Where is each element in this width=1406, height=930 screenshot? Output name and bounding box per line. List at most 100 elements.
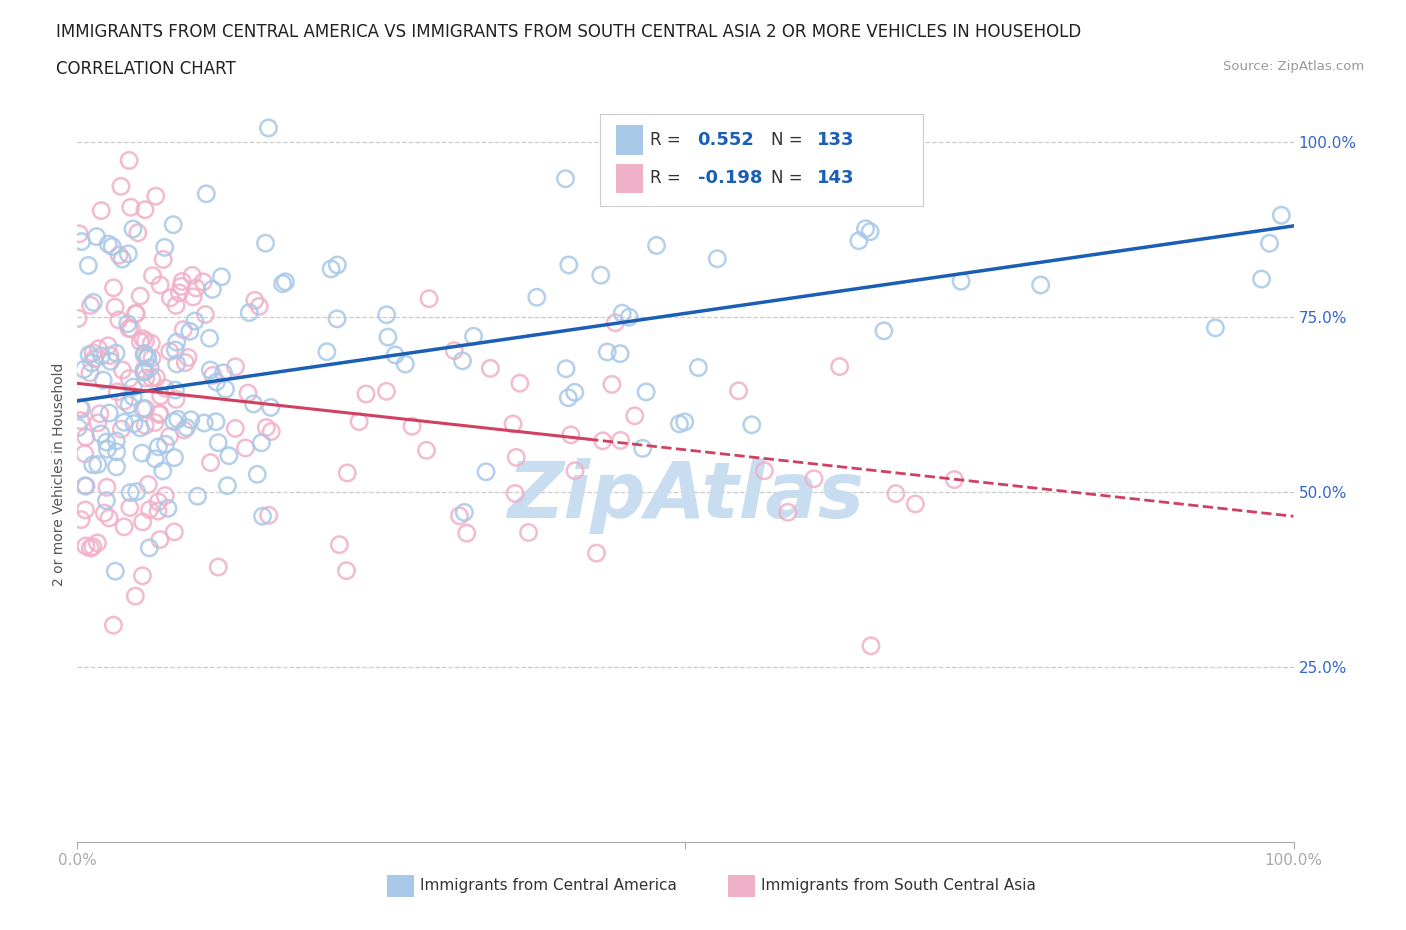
Point [118, 500, 141, 515]
Point [125, 306, 148, 321]
Point [96, 442, 118, 457]
Point [100, 353, 122, 368]
Point [148, 440, 170, 455]
Point [110, 179, 132, 193]
Point [75, 502, 97, 517]
FancyBboxPatch shape [616, 126, 643, 154]
Point [98, 405, 121, 420]
Point [354, 387, 377, 402]
Point [224, 421, 246, 436]
Point [859, 638, 882, 653]
Point [163, 525, 186, 539]
Point [129, 334, 152, 349]
Point [884, 486, 907, 501]
Point [336, 465, 359, 480]
Point [148, 405, 170, 420]
Point [112, 519, 135, 534]
Point [105, 445, 128, 459]
Point [207, 435, 229, 450]
Point [122, 221, 145, 236]
Point [623, 408, 645, 423]
Point [148, 495, 170, 510]
Point [609, 433, 631, 448]
Point [103, 280, 125, 295]
Point [122, 390, 145, 405]
Point [146, 504, 169, 519]
Point [118, 153, 141, 168]
Point [754, 463, 776, 478]
Point [79, 365, 101, 380]
Point [124, 306, 146, 321]
Point [201, 282, 224, 297]
Point [706, 251, 728, 266]
Point [195, 186, 218, 201]
Point [328, 538, 350, 552]
Text: -0.198: -0.198 [697, 169, 762, 187]
Point [79, 298, 101, 312]
Point [118, 321, 141, 336]
Point [274, 274, 297, 289]
Point [75, 538, 97, 553]
Point [224, 359, 246, 374]
Point [585, 546, 607, 561]
Point [401, 418, 423, 433]
Point [557, 391, 579, 405]
Point [254, 236, 277, 251]
Point [165, 342, 187, 357]
Point [673, 415, 696, 430]
Text: Immigrants from Central America: Immigrants from Central America [420, 878, 678, 893]
Point [134, 346, 156, 361]
Point [132, 401, 155, 416]
Point [326, 312, 349, 326]
Point [668, 417, 690, 432]
Point [315, 344, 337, 359]
Point [415, 443, 437, 458]
Point [252, 509, 274, 524]
Text: R =: R = [650, 169, 686, 187]
Point [187, 489, 209, 504]
Point [86, 536, 108, 551]
Point [198, 331, 221, 346]
Point [134, 202, 156, 217]
Point [132, 365, 155, 379]
Text: CORRELATION CHART: CORRELATION CHART [56, 60, 236, 78]
Point [145, 189, 167, 204]
Point [1258, 236, 1281, 251]
Point [503, 486, 526, 501]
Point [526, 290, 548, 305]
Point [122, 417, 145, 432]
Point [166, 356, 188, 371]
Point [105, 384, 128, 399]
Point [375, 384, 398, 399]
Point [73, 362, 96, 377]
Point [141, 336, 163, 351]
Point [1270, 207, 1292, 222]
Point [70, 512, 93, 527]
Text: N =: N = [770, 169, 807, 187]
Point [181, 268, 204, 283]
Point [384, 348, 406, 363]
Point [260, 400, 283, 415]
Point [236, 386, 259, 401]
Point [75, 430, 97, 445]
Point [132, 363, 155, 378]
Point [108, 247, 131, 262]
Text: Source: ZipAtlas.com: Source: ZipAtlas.com [1223, 60, 1364, 73]
Point [155, 437, 177, 452]
Point [104, 564, 127, 578]
Point [335, 564, 357, 578]
Point [463, 329, 485, 344]
Point [112, 415, 135, 430]
Point [139, 360, 162, 375]
Point [136, 350, 159, 365]
Point [554, 171, 576, 186]
Point [132, 331, 155, 346]
Text: IMMIGRANTS FROM CENTRAL AMERICA VS IMMIGRANTS FROM SOUTH CENTRAL ASIA 2 OR MORE : IMMIGRANTS FROM CENTRAL AMERICA VS IMMIG… [56, 23, 1081, 41]
Point [859, 224, 882, 239]
Point [475, 464, 498, 479]
Point [637, 179, 659, 194]
Point [776, 505, 799, 520]
Point [260, 424, 283, 439]
Point [326, 258, 349, 272]
Point [176, 420, 198, 435]
